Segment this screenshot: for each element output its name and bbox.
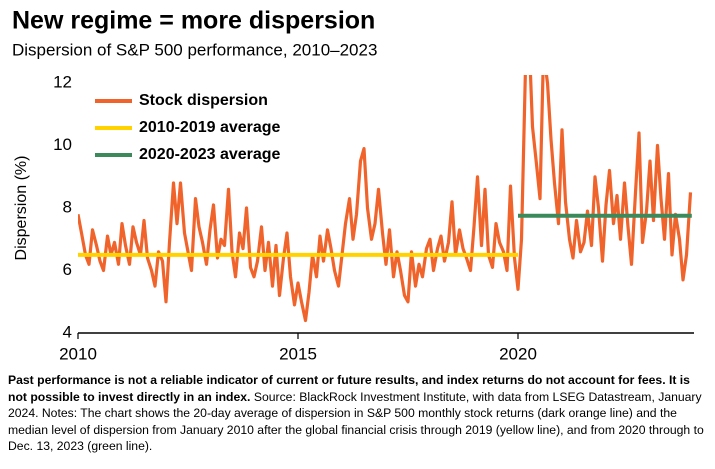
y-tick-label: 4 bbox=[63, 322, 72, 341]
y-tick-label: 10 bbox=[53, 135, 72, 154]
footnote-text: Source: BlackRock Investment Institute, … bbox=[8, 389, 704, 454]
legend-label: 2020-2023 average bbox=[139, 146, 281, 163]
chart-subtitle: Dispersion of S&P 500 performance, 2010–… bbox=[12, 40, 377, 59]
legend-label: 2010-2019 average bbox=[139, 119, 281, 136]
y-tick-label: 12 bbox=[53, 72, 72, 91]
footnote-bold: Past performance is not a reliable indic… bbox=[8, 373, 690, 404]
series-line bbox=[78, 75, 693, 323]
x-tick-label: 2020 bbox=[499, 344, 537, 363]
footnote: Past performance is not a reliable indic… bbox=[8, 372, 708, 455]
y-tick-label: 8 bbox=[63, 197, 72, 216]
x-tick-label: 2015 bbox=[279, 344, 317, 363]
x-tick-label: 2010 bbox=[59, 344, 97, 363]
chart-title: New regime = more dispersion bbox=[12, 7, 375, 35]
y-axis-label: Dispersion (%) bbox=[13, 156, 30, 261]
chart: New regime = more dispersion Dispersion … bbox=[12, 7, 694, 363]
legend-label: Stock dispersion bbox=[139, 92, 268, 109]
y-tick-label: 6 bbox=[63, 260, 72, 279]
